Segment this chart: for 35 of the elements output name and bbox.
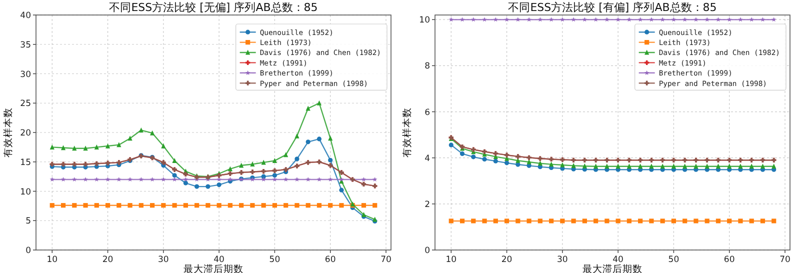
y-tick-label: 40 <box>20 11 31 21</box>
y-tick-label: 6 <box>424 108 430 118</box>
y-tick-label: 2 <box>424 200 430 210</box>
y-tick-label: 4 <box>424 154 430 164</box>
chart-title: 不同ESS方法比较 [无偏] 序列AB总数：85 <box>109 1 318 14</box>
y-tick-label: 8 <box>424 62 430 72</box>
y-axis-title: 有效样本数 <box>2 108 14 158</box>
x-tick-label: 60 <box>724 255 735 265</box>
y-tick-label: 30 <box>20 70 31 80</box>
x-tick-label: 70 <box>780 255 790 265</box>
x-tick-label: 20 <box>102 255 114 265</box>
x-tick-label: 60 <box>324 255 336 265</box>
x-tick-label: 20 <box>501 255 512 265</box>
x-tick-label: 40 <box>214 255 224 265</box>
y-tick-label: 25 <box>20 99 31 110</box>
y-tick-label: 10 <box>20 187 31 198</box>
x-axis-title: 最大滞后期数 <box>582 263 642 273</box>
x-tick-label: 50 <box>269 255 280 265</box>
y-axis-title: 有效样本数 <box>401 108 413 158</box>
y-tick-label: 20 <box>20 128 31 138</box>
x-tick-label: 50 <box>668 255 680 265</box>
x-axis-title: 最大滞后期数 <box>184 263 244 273</box>
x-tick-label: 30 <box>557 255 568 265</box>
y-tick-label: 10 <box>419 16 430 26</box>
x-tick-label: 10 <box>46 255 58 265</box>
y-tick-label: 5 <box>26 216 31 227</box>
y-tick-label: 15 <box>20 158 31 168</box>
x-tick-label: 10 <box>446 255 457 265</box>
y-tick-label: 0 <box>424 246 430 256</box>
x-tick-label: 30 <box>158 255 169 265</box>
y-tick-label: 0 <box>26 246 31 256</box>
x-tick-label: 70 <box>380 255 392 265</box>
y-tick-label: 35 <box>20 40 31 50</box>
chart-title: 不同ESS方法比较 [有偏] 序列AB总数：85 <box>508 1 717 14</box>
x-tick-label: 40 <box>612 255 624 265</box>
